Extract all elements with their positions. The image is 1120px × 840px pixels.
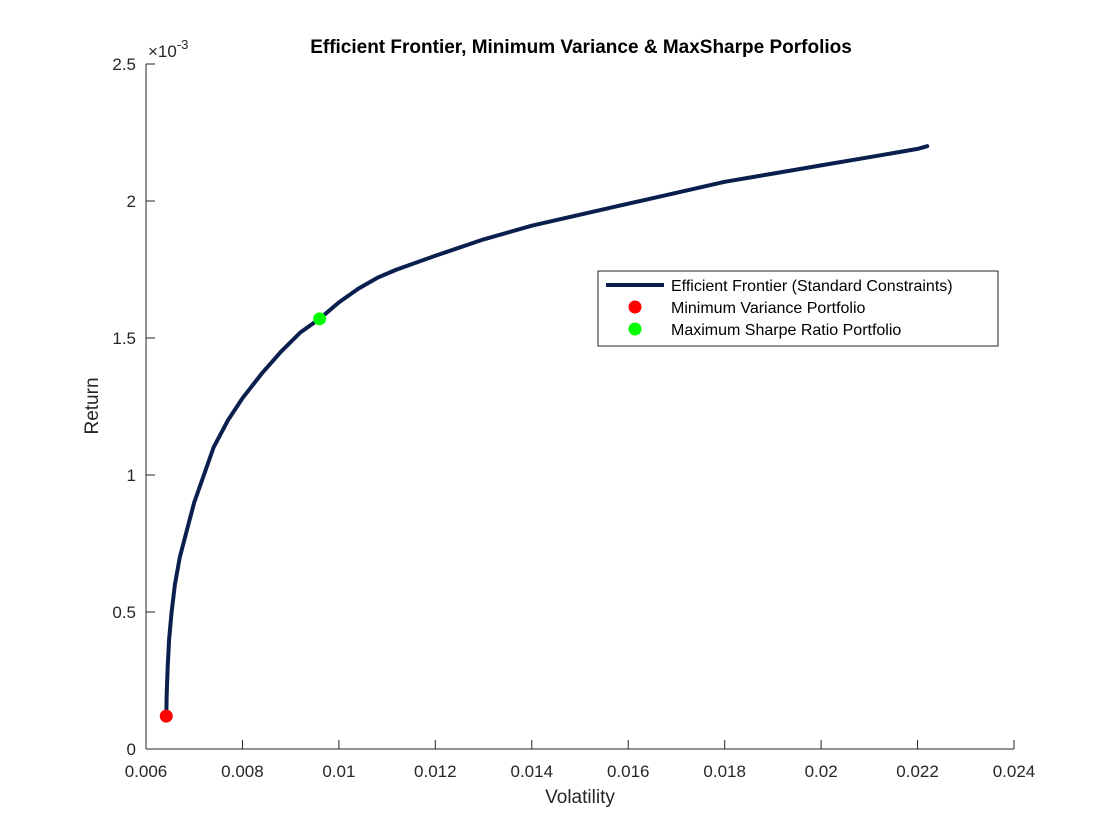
y-tick-label: 0.5 xyxy=(112,603,136,622)
max-sharpe-point xyxy=(313,312,327,326)
legend-swatch-marker xyxy=(628,322,642,336)
x-tick-label: 0.014 xyxy=(511,762,554,781)
y-axis-label: Return xyxy=(82,377,103,434)
x-tick-label: 0.008 xyxy=(221,762,264,781)
legend-entry-label: Efficient Frontier (Standard Constraints… xyxy=(671,278,953,295)
x-tick-label: 0.006 xyxy=(125,762,168,781)
y-tick-label: 2.5 xyxy=(112,55,136,74)
y-axis-exponent-base: ×10 xyxy=(148,42,177,61)
y-tick-label: 1.5 xyxy=(112,329,136,348)
x-tick-label: 0.02 xyxy=(805,762,838,781)
y-tick-label: 0 xyxy=(127,740,136,759)
x-tick-label: 0.01 xyxy=(322,762,355,781)
y-axis-exponent-power: -3 xyxy=(177,37,189,52)
legend-entry-label: Minimum Variance Portfolio xyxy=(671,300,866,317)
x-tick-label: 0.012 xyxy=(414,762,457,781)
plot-area: 0.006 0.008 0.01 0.012 0.014 0.016 0.018 0.02 0.… xyxy=(112,55,1035,781)
x-tick-label: 0.016 xyxy=(607,762,650,781)
legend-swatch-marker xyxy=(628,300,642,314)
y-tick-label: 2 xyxy=(127,192,136,211)
legend: Efficient Frontier (Standard Constraints… xyxy=(597,270,999,347)
chart-title: Efficient Frontier, Minimum Variance & M… xyxy=(310,37,852,58)
x-tick-label: 0.022 xyxy=(896,762,939,781)
y-axis-exponent: ×10-3 xyxy=(148,37,188,61)
legend-box xyxy=(597,270,999,347)
x-axis-label: Volatility xyxy=(545,787,615,808)
x-tick-label: 0.018 xyxy=(703,762,746,781)
x-tick-label: 0.024 xyxy=(993,762,1036,781)
min-variance-point xyxy=(159,709,173,723)
legend-entry-label: Maximum Sharpe Ratio Portfolio xyxy=(671,322,901,339)
y-tick-label: 1 xyxy=(127,466,136,485)
